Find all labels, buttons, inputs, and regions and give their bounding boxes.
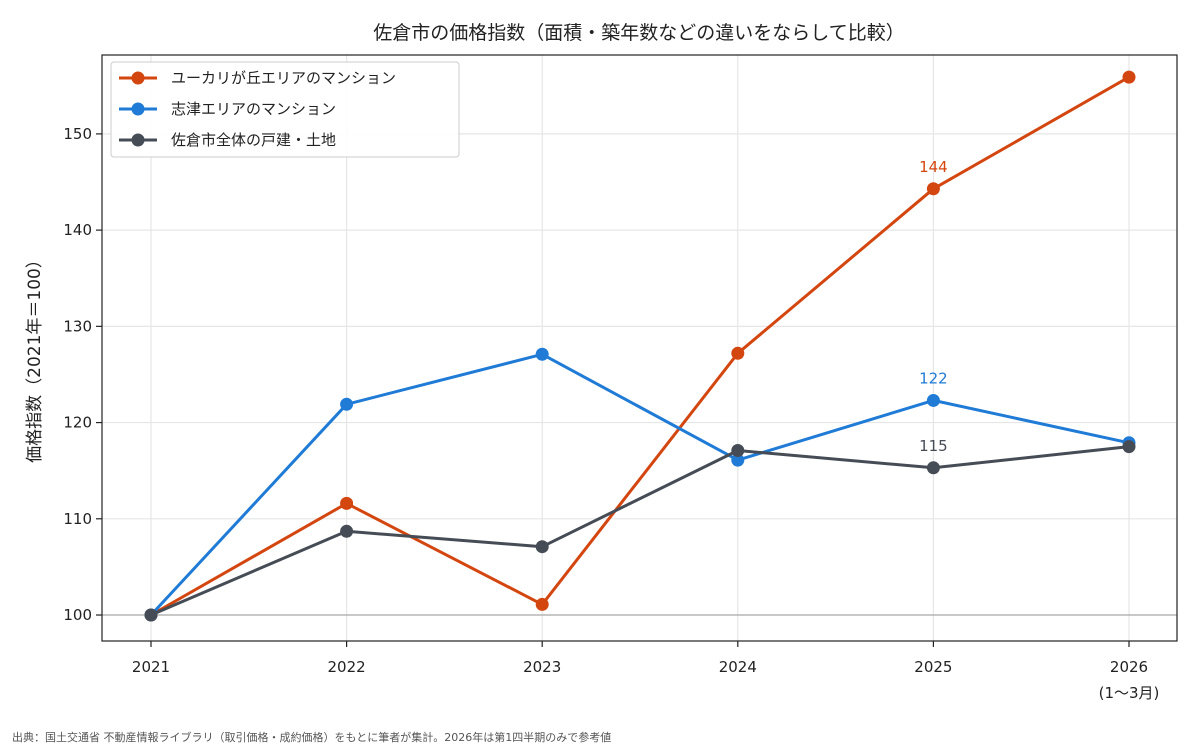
x-tick-label: 2022 [328,658,366,676]
y-tick-label: 120 [63,414,92,432]
data-point [926,393,940,407]
data-point [731,453,745,467]
series-line-2 [150,445,1130,617]
plot-frame [101,54,1178,642]
series-line-0 [150,75,1130,617]
legend-entry-label: 佐倉市全体の戸建・土地 [171,131,336,149]
data-point [926,461,940,475]
y-axis-ticks: 100 110 120 130 140 150 [63,125,102,624]
x-tick-label: 2024 [719,658,757,676]
x-tick-label: 2026 [1110,658,1148,676]
y-tick-label: 110 [63,510,92,528]
source-note: 出典：国土交通省 不動産情報ライブラリ（取引価格・成約価格）をもとに筆者が集計。… [12,730,611,744]
data-point [535,597,549,611]
y-axis-label: 価格指数（2021年＝100） [25,251,45,463]
x-tick-label: 2023 [523,658,561,676]
data-point [535,347,549,361]
y-tick-label: 100 [63,606,92,624]
x-axis-ticks: 2021 2022 2023 2024 2025 2026 (1〜3月) [132,641,1159,702]
chart-title: 佐倉市の価格指数（面積・築年数などの違いをならして比較） [373,22,904,44]
data-point [1122,440,1136,454]
legend-box [110,61,460,158]
data-point [1122,70,1136,84]
legend-swatch-marker [131,102,145,116]
data-label: 144 [919,158,948,176]
data-point [340,496,354,510]
x-tick-label: 2021 [132,658,170,676]
legend-swatch-marker [131,71,145,85]
legend-entry-label: ユーカリが丘エリアのマンション [171,69,396,87]
x-tick-sublabel: (1〜3月) [1099,684,1160,702]
data-point [926,182,940,196]
data-label: 115 [919,437,948,455]
x-tick-label: 2025 [914,658,952,676]
series-lines [144,70,1136,622]
data-annotations: 144 122 115 [919,158,948,455]
legend-entry-label: 志津エリアのマンション [171,100,336,118]
data-point [144,608,158,622]
data-point [731,443,745,457]
data-label: 122 [919,369,948,387]
series-line-1 [149,352,1130,617]
plot-border [101,54,1178,642]
data-point [340,397,354,411]
y-tick-label: 130 [63,317,92,335]
data-point [535,540,549,554]
y-tick-label: 140 [63,221,92,239]
data-point [731,346,745,360]
y-tick-label: 150 [63,125,92,143]
data-point [340,524,354,538]
legend-swatch-marker [131,133,145,147]
